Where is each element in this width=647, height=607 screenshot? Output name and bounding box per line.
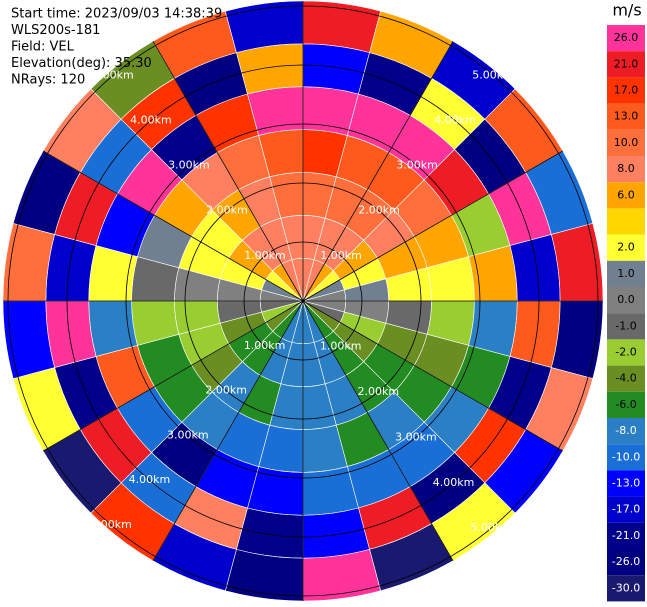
velocity-field	[2, 0, 604, 602]
header-line: Field: VEL	[11, 40, 75, 55]
labels: 1.00km 1.00km 1.00km 1.00km 2.00km 2.00km 2.00…	[11, 7, 514, 535]
range-label: 2.00km	[358, 204, 400, 217]
range-label: 2.00km	[357, 385, 399, 398]
unit-label: m/s	[612, 1, 641, 20]
spoke	[152, 40, 304, 302]
colorbar-label: -1.0	[615, 319, 636, 332]
colorbar-box	[607, 365, 645, 392]
colorbar-label: 1.0	[617, 267, 635, 280]
colorbar-box	[607, 444, 645, 471]
spoke	[302, 40, 454, 302]
colorbar-label: -17.0	[612, 503, 640, 516]
gate	[236, 507, 304, 559]
colorbar-box	[607, 287, 645, 314]
colorbar-label: -30.0	[612, 581, 640, 594]
range-label: 1.00km	[320, 339, 362, 352]
colorbar-label: 0.0	[617, 293, 635, 306]
colorbar-label: -10.0	[612, 450, 640, 463]
colorbar: m/s 26.0 21.0 17.0 13.0 10.0 8.0 6.0 2.0 1.0 0.0 -…	[607, 1, 645, 602]
colorbar-box	[607, 260, 645, 287]
range-label: 5.00km	[472, 68, 514, 81]
colorbar-label: 10.0	[614, 136, 639, 149]
colorbar-label: 6.0	[617, 188, 635, 201]
spoke	[152, 300, 304, 562]
colorbar-label: -2.0	[615, 346, 636, 359]
colorbar-box	[607, 25, 645, 52]
header-line: Elevation(deg): 35.30	[11, 56, 152, 71]
spoke	[302, 150, 564, 302]
range-label: 1.00km	[244, 249, 286, 262]
range-label: 3.00km	[395, 430, 437, 443]
gate	[302, 507, 370, 559]
gate	[302, 43, 370, 95]
colorbar-label: -4.0	[615, 372, 636, 385]
colorbar-box	[607, 234, 645, 261]
range-label: 2.00km	[206, 204, 248, 217]
range-label: 3.00km	[396, 159, 438, 172]
colorbar-box	[607, 313, 645, 340]
range-label: 4.00km	[129, 473, 171, 486]
colorbar-label: -8.0	[615, 424, 636, 437]
colorbar-box	[607, 391, 645, 418]
header-line: NRays: 120	[11, 73, 85, 88]
range-label: 4.00km	[434, 113, 476, 126]
colorbar-box	[607, 522, 645, 549]
colorbar-box	[607, 51, 645, 78]
gate	[45, 300, 97, 368]
range-label: 3.00km	[168, 159, 210, 172]
range-label: 3.00km	[167, 428, 209, 441]
colorbar-label: 26.0	[614, 31, 639, 44]
colorbar-box	[607, 77, 645, 104]
colorbar-label: -6.0	[615, 398, 636, 411]
header-line: Start time: 2023/09/03 14:38:39	[11, 7, 222, 22]
spoke	[302, 300, 454, 562]
gate	[509, 234, 561, 302]
range-label: 5.00km	[90, 518, 132, 531]
colorbar-label: 13.0	[614, 110, 639, 123]
range-label: 5.00km	[92, 68, 134, 81]
colorbar-box	[607, 418, 645, 445]
spoke	[42, 300, 304, 452]
colorbar-box	[607, 339, 645, 366]
colorbar-label: -26.0	[612, 555, 640, 568]
range-label: 4.00km	[130, 113, 172, 126]
gate	[509, 300, 561, 368]
colorbar-box	[607, 208, 645, 235]
range-grid	[3, 1, 603, 601]
range-label: 2.00km	[205, 384, 247, 397]
spoke	[42, 150, 304, 302]
range-label: 1.00km	[320, 249, 362, 262]
colorbar-box	[607, 103, 645, 130]
colorbar-box	[607, 575, 645, 602]
colorbar-label: -13.0	[612, 477, 640, 490]
colorbar-label: 21.0	[614, 57, 639, 70]
colorbar-box	[607, 549, 645, 576]
colorbar-label: 2.0	[617, 241, 635, 254]
colorbar-label: 17.0	[614, 84, 639, 97]
range-label: 1.00km	[244, 339, 286, 352]
colorbar-label: -21.0	[612, 529, 640, 542]
colorbar-box	[607, 496, 645, 523]
header-line: WLS200s-181	[11, 23, 100, 38]
colorbar-label: 8.0	[617, 162, 635, 175]
spoke	[302, 300, 564, 452]
colorbar-box	[607, 129, 645, 156]
range-label: 5.00km	[470, 521, 512, 534]
colorbar-box	[607, 470, 645, 497]
colorbar-box	[607, 156, 645, 183]
gate	[45, 234, 97, 302]
gate	[236, 43, 304, 95]
colorbar-box	[607, 182, 645, 209]
range-label: 4.00km	[433, 476, 475, 489]
